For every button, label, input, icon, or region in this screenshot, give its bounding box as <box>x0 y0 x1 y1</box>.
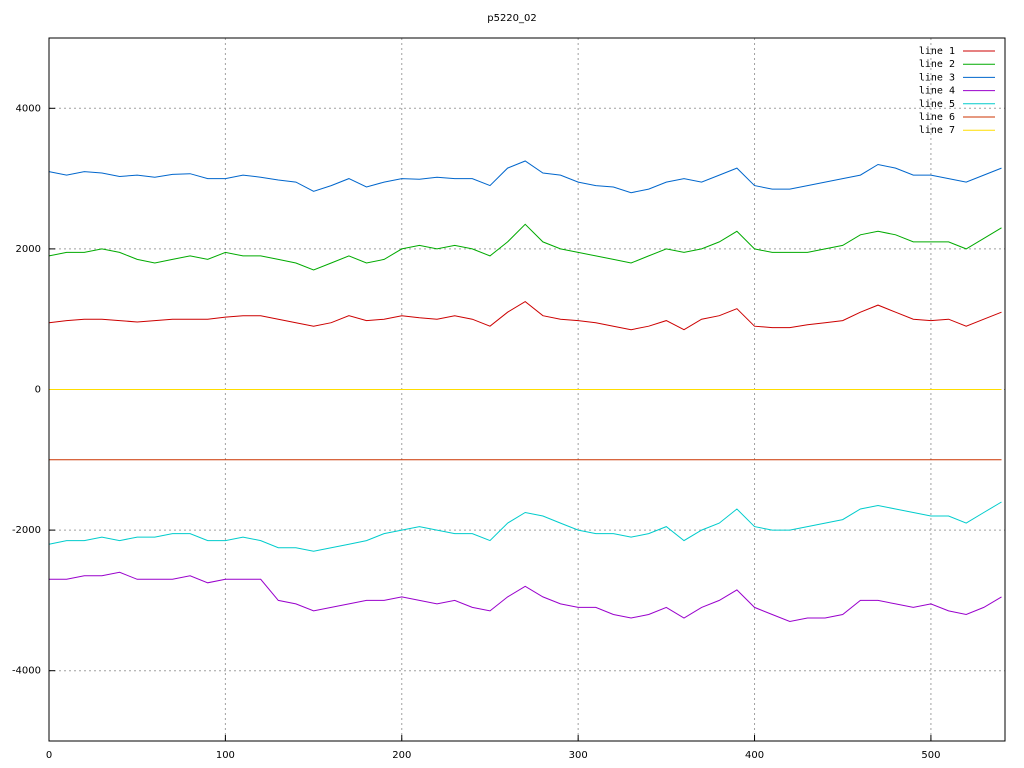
legend-label: line 2 <box>919 59 955 70</box>
legend-label: line 1 <box>919 46 955 57</box>
legend-label: line 5 <box>919 99 955 110</box>
y-tick-label: -4000 <box>12 666 41 677</box>
legend-label: line 3 <box>919 72 955 83</box>
x-tick-label: 300 <box>569 750 588 761</box>
y-tick-label: 2000 <box>16 244 41 255</box>
x-tick-label: 0 <box>46 750 52 761</box>
y-tick-label: 4000 <box>16 103 41 114</box>
data-line <box>48 223 1002 271</box>
x-tick-label: 100 <box>216 750 235 761</box>
data-line <box>49 571 1002 623</box>
data-line <box>48 160 1002 194</box>
data-line <box>48 501 1002 552</box>
data-line <box>48 300 1002 331</box>
x-tick-label: 200 <box>392 750 411 761</box>
chart-title: p5220_02 <box>487 13 537 24</box>
legend-label: line 7 <box>919 125 955 136</box>
y-tick-label: -2000 <box>12 525 41 536</box>
legend-label: line 6 <box>919 112 955 123</box>
plot-border <box>48 37 1006 742</box>
x-tick-label: 500 <box>921 750 940 761</box>
x-tick-label: 400 <box>745 750 764 761</box>
legend-label: line 4 <box>919 86 955 97</box>
y-tick-label: 0 <box>35 385 41 396</box>
legend: line 1 line 2 line 3 line 4 line 5 line 6 line… <box>919 46 995 136</box>
